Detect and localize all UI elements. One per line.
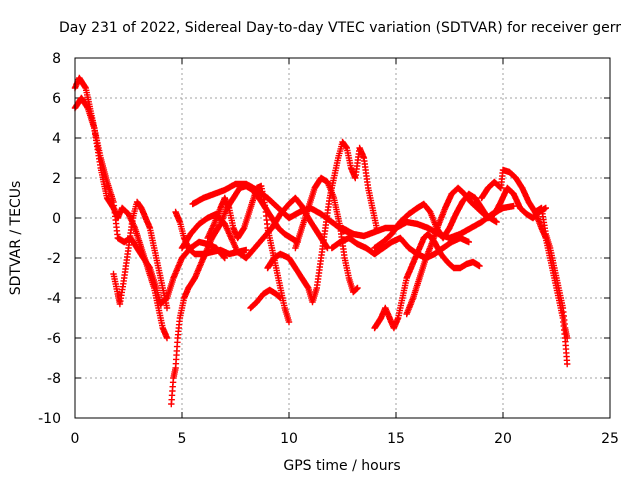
point-markers — [403, 184, 500, 318]
point-markers — [204, 182, 293, 326]
y-tick-label: 6 — [52, 91, 61, 107]
series-sat-p — [403, 184, 500, 318]
point-markers — [531, 204, 571, 342]
point-markers — [110, 198, 171, 312]
x-tick-label: 10 — [280, 431, 298, 447]
y-axis-label: SDTVAR / TECUs — [8, 181, 24, 296]
point-markers — [247, 286, 284, 312]
point-markers — [292, 174, 361, 296]
grid — [75, 58, 610, 418]
point-markers — [178, 194, 331, 262]
y-tick-label: -4 — [47, 291, 61, 307]
series-sat-n — [371, 230, 483, 332]
series-sat-c — [110, 198, 171, 312]
chart-title: Day 231 of 2022, Sidereal Day-to-day VTE… — [59, 20, 621, 36]
series-sat-k — [292, 174, 361, 296]
y-tick-label: 0 — [52, 211, 61, 227]
data-points — [71, 74, 571, 408]
y-tick-label: -8 — [47, 371, 61, 387]
y-tick-label: -10 — [38, 411, 61, 427]
y-tick-label: 8 — [52, 51, 61, 67]
series-sat-f — [178, 194, 331, 262]
x-axis-label: GPS time / hours — [283, 458, 400, 474]
axis-ticks: 0 5 10 15 20 25 -10 -8 -6 -4 -2 0 2 4 6 8 — [38, 51, 619, 447]
plot-frame — [74, 57, 611, 419]
series-sat-r — [531, 204, 571, 342]
x-tick-label: 0 — [71, 431, 80, 447]
point-markers — [478, 166, 571, 368]
series-sat-q — [478, 166, 571, 368]
y-tick-label: -2 — [47, 251, 61, 267]
y-tick-label: -6 — [47, 331, 61, 347]
x-tick-label: 5 — [178, 431, 187, 447]
x-tick-label: 25 — [601, 431, 619, 447]
y-tick-label: 4 — [52, 131, 61, 147]
series-sat-h — [204, 182, 293, 326]
series-sat-i — [247, 286, 284, 312]
y-tick-label: 2 — [52, 171, 61, 187]
x-tick-label: 15 — [387, 431, 405, 447]
point-markers — [371, 230, 483, 332]
x-tick-label: 20 — [494, 431, 512, 447]
